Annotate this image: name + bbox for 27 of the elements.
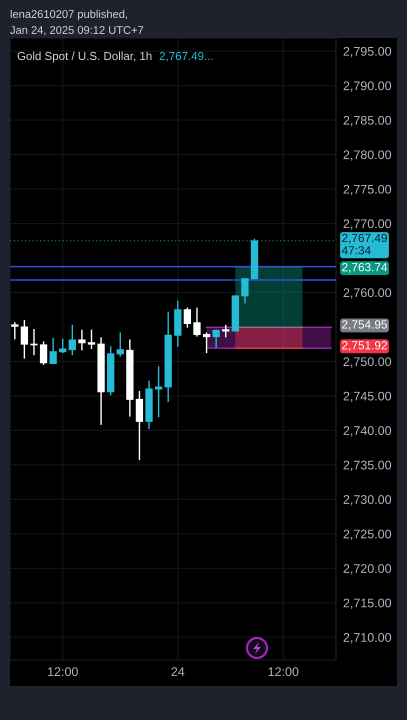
text: Gold Spot / U.S. Dollar, 1h (18, 52, 152, 62)
y-tick-label: 2,740.00 (344, 426, 392, 436)
y-tick-label: 2,790.00 (344, 81, 392, 92)
y-tick-label: 2,710.00 (344, 633, 392, 644)
ref-line-label: 2,763.74 (342, 262, 388, 273)
y-tick-label: 2,780.00 (344, 150, 392, 161)
data-label: 2,754.95 (342, 320, 388, 330)
y-tick-label: 2,750.00 (344, 357, 392, 368)
y-tick-label: 2,795.00 (344, 46, 392, 58)
y-tick-label: 2,735.00 (344, 460, 392, 471)
y-tick-label: 2,715.00 (344, 598, 392, 609)
x-tick-label: 12:00 (48, 667, 78, 676)
text: Jan 24, 2025 09:12 UTC+7 (10, 26, 144, 36)
text: 2,767.49... (160, 52, 213, 62)
x-tick-label: 24 (171, 667, 184, 676)
y-tick-label: 2,725.00 (344, 530, 392, 540)
ref-line-label: 2,767.49 47:34 (342, 234, 387, 254)
y-tick-label: 2,730.00 (344, 495, 392, 506)
text: lena2610207 published, (10, 10, 128, 20)
y-tick-label: 2,720.00 (344, 564, 392, 574)
y-tick-label: 2,770.00 (344, 219, 392, 230)
y-tick-label: 2,760.00 (344, 288, 392, 299)
data-label: 2,751.92 (342, 341, 387, 351)
x-tick-label: 12:00 (268, 667, 298, 676)
y-tick-label: 2,745.00 (344, 392, 392, 402)
y-tick-label: 2,785.00 (344, 116, 392, 126)
y-tick-label: 2,775.00 (344, 184, 392, 196)
